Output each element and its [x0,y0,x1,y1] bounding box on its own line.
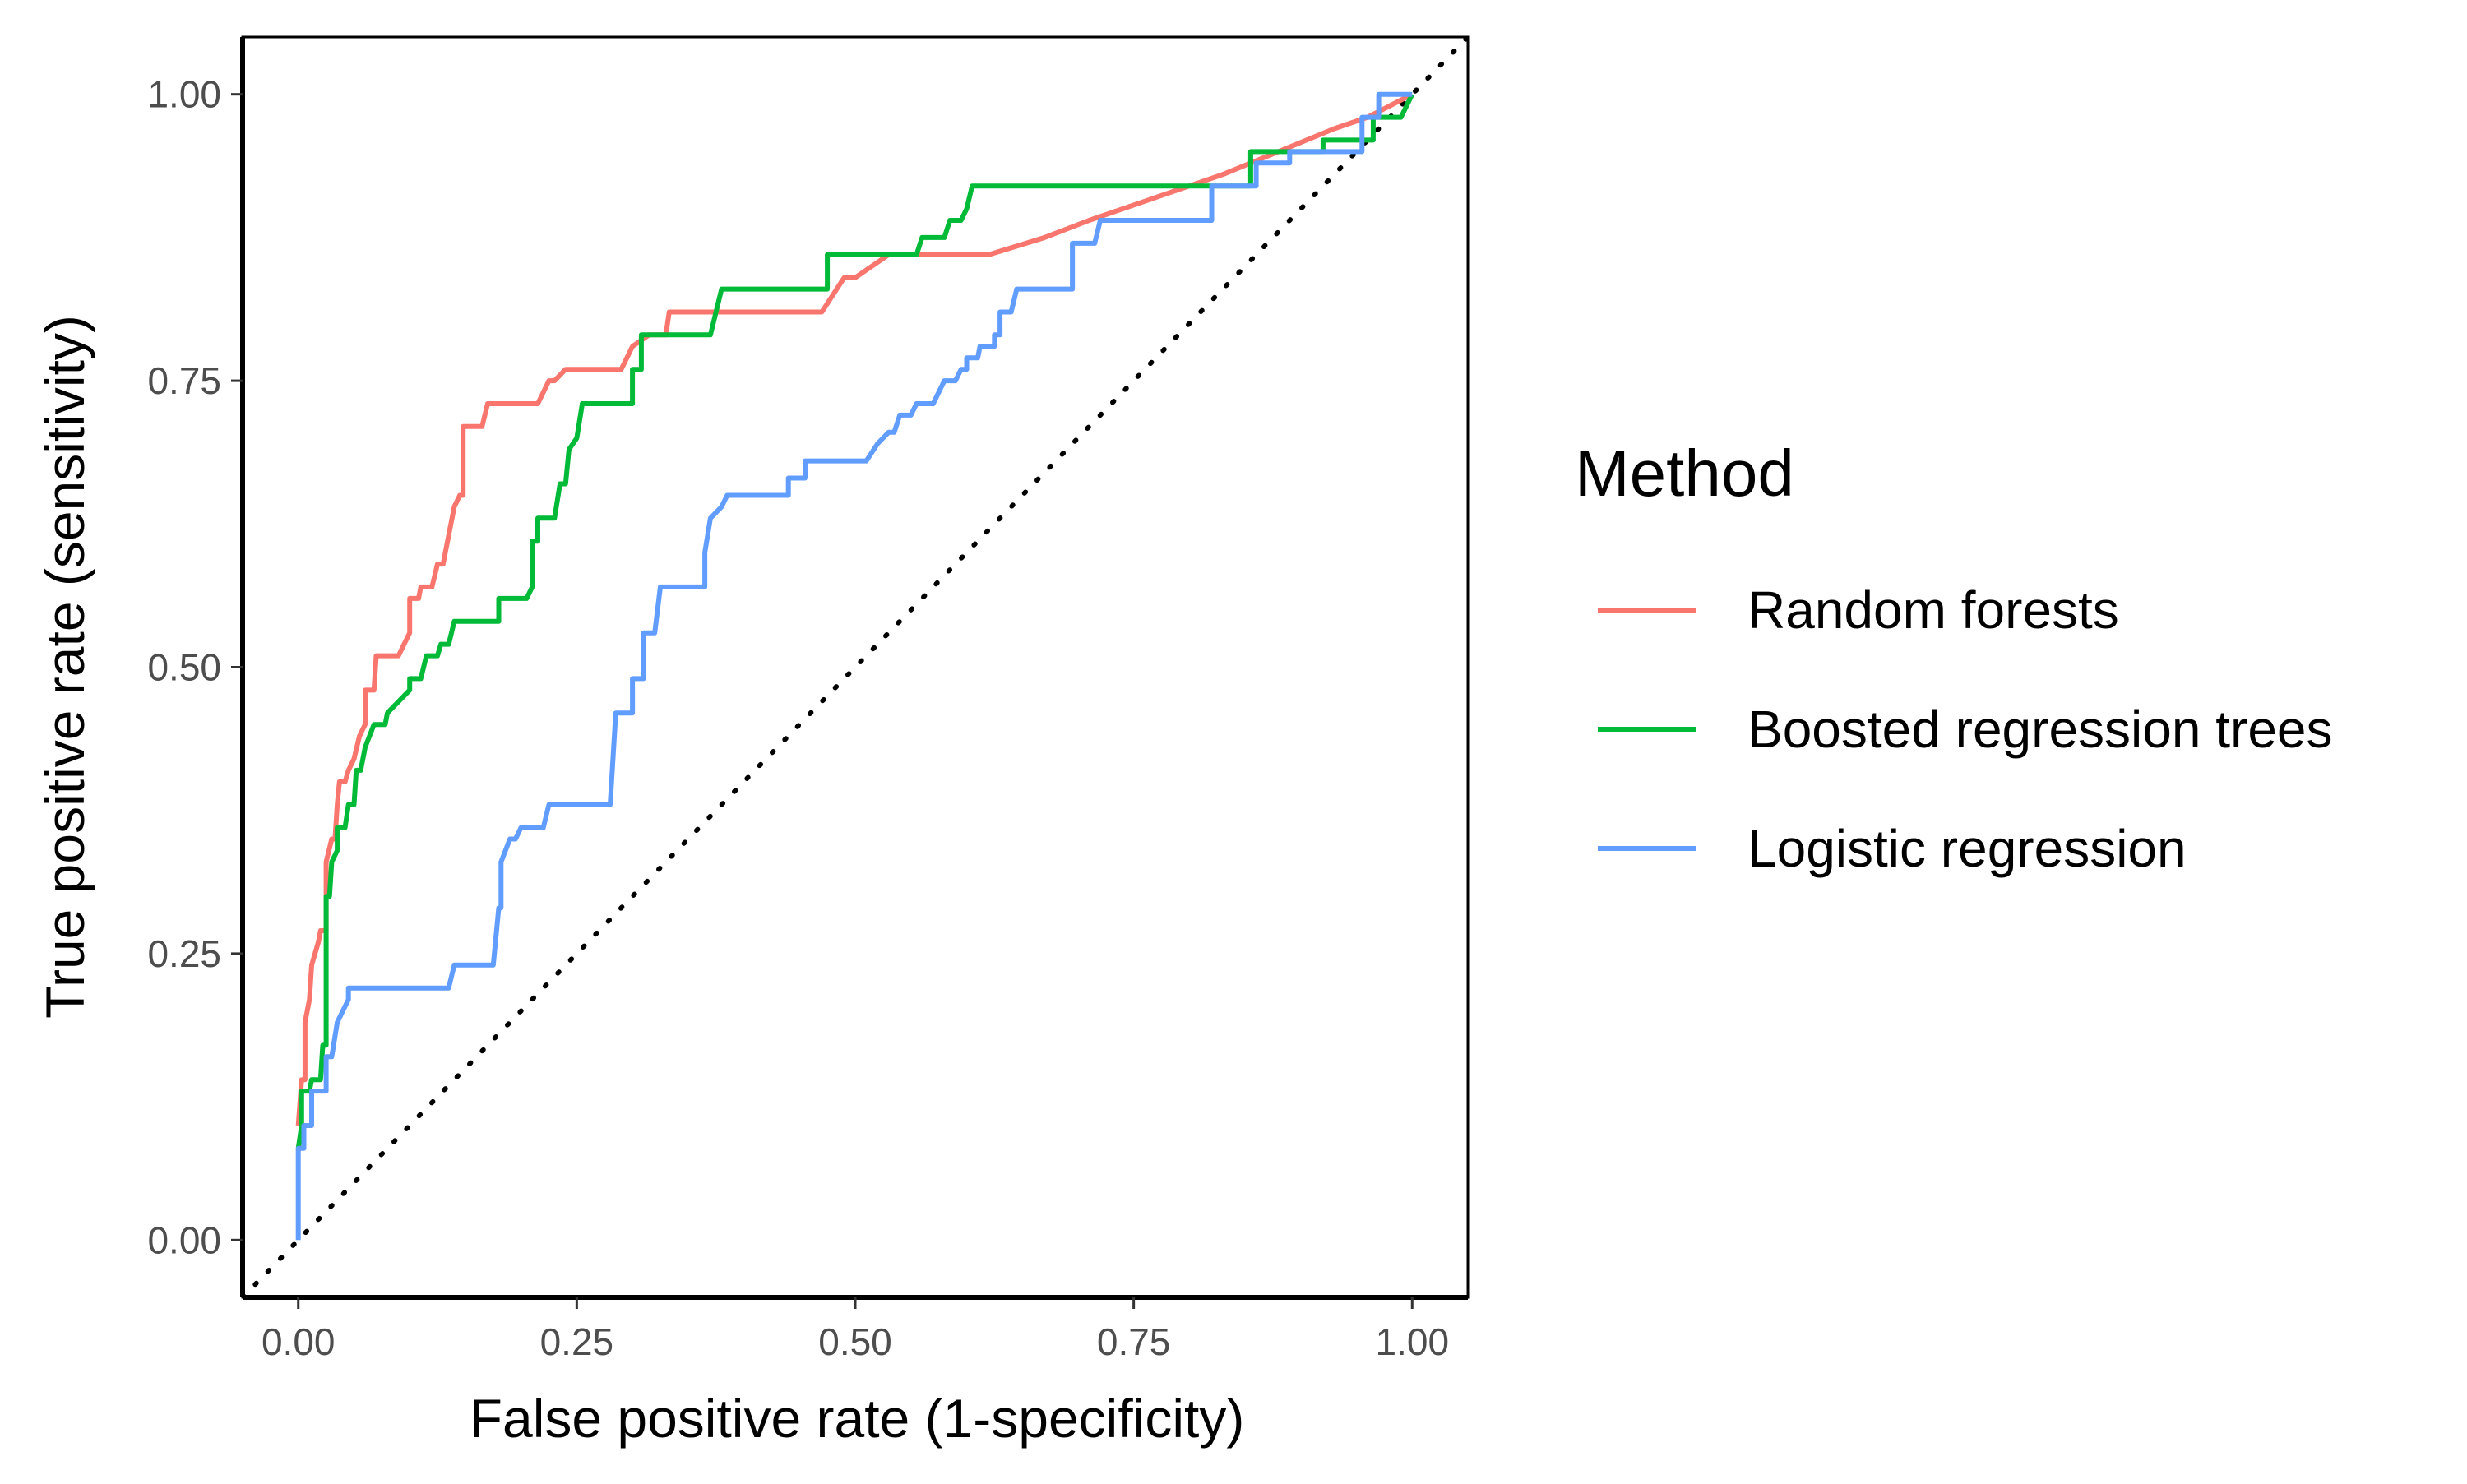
legend-item-1: Boosted regression trees [1598,700,2333,759]
legend-label: Random forests [1747,580,2119,640]
legend: Method Random forests Boosted regression … [1575,437,2333,878]
y-tick-label: 0.25 [147,932,221,975]
x-axis-title: False positive rate (1-specificity) [470,1388,1245,1449]
legend-item-0: Random forests [1598,580,2119,640]
x-tick-label: 0.50 [818,1320,892,1363]
x-tick-label: 1.00 [1376,1320,1450,1363]
plot-series-group [243,37,1468,1297]
reference-diagonal-line [243,37,1468,1297]
legend-items: Random forests Boosted regression trees Lo… [1598,580,2333,878]
axes: 0.00 0.25 0.50 0.75 1.00 0.00 0.25 0.50 0.75 1.00 [147,35,1470,1363]
legend-label: Boosted regression trees [1747,700,2333,759]
series-line-2 [295,91,1413,1241]
plot-area [243,37,1468,1297]
x-tick-label: 0.25 [540,1320,614,1363]
x-tick-label: 0.00 [262,1320,336,1363]
x-tick-label: 0.75 [1097,1320,1171,1363]
y-tick-label: 1.00 [147,73,221,116]
y-axis-title: True positive rate (sensitivity) [35,315,95,1019]
y-tick-label: 0.00 [147,1218,221,1261]
series-line-1 [295,93,1414,1149]
y-tick-label: 0.75 [147,359,221,402]
series-line-0 [295,92,1414,1126]
legend-title: Method [1575,437,1794,510]
legend-item-2: Logistic regression [1598,819,2187,878]
legend-label: Logistic regression [1747,819,2187,878]
y-tick-label: 0.50 [147,646,221,689]
